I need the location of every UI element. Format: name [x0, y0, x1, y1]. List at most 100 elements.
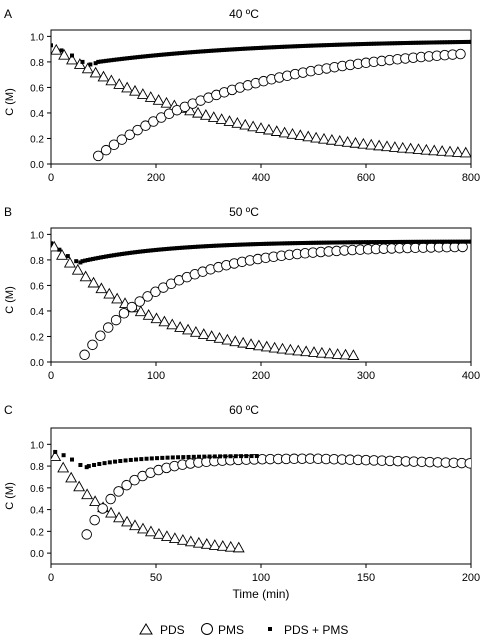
data-point — [348, 240, 353, 245]
data-point — [406, 40, 410, 45]
plot-area: 0 50 100 150 200 0.0 0.2 0.4 0.6 0.8 1.0 — [30, 427, 480, 584]
data-point — [223, 115, 236, 126]
y-tick-label: 0.2 — [30, 527, 44, 538]
data-point — [135, 55, 140, 60]
data-point — [221, 333, 234, 345]
data-point — [387, 239, 392, 244]
data-point — [223, 454, 228, 459]
data-point — [371, 240, 376, 245]
data-point — [172, 246, 177, 251]
data-point — [259, 45, 263, 50]
data-point — [427, 239, 431, 244]
series-pms — [92, 48, 466, 162]
data-point — [111, 292, 124, 304]
data-point — [144, 525, 157, 537]
data-point — [65, 254, 70, 259]
legend-item-pds: PDS — [139, 623, 185, 637]
data-point — [366, 240, 371, 245]
series-pds-pms — [51, 239, 471, 265]
data-point — [89, 514, 100, 526]
data-point — [445, 239, 450, 244]
data-point — [51, 450, 62, 461]
data-point — [387, 41, 392, 46]
data-point — [160, 455, 165, 460]
data-point — [135, 249, 140, 254]
y-tick-label: 0.4 — [30, 109, 44, 120]
data-point — [377, 240, 382, 245]
data-point — [392, 41, 397, 46]
data-point — [282, 241, 287, 246]
data-point — [290, 44, 295, 49]
data-point — [450, 239, 455, 244]
data-point — [455, 239, 460, 244]
data-point — [364, 41, 368, 46]
data-point — [192, 536, 205, 548]
data-point — [119, 56, 124, 61]
data-point — [319, 43, 324, 48]
data-point — [286, 127, 299, 139]
x-tick-label: 600 — [357, 172, 375, 184]
data-point — [125, 251, 130, 256]
data-point — [331, 348, 344, 359]
data-point — [222, 47, 227, 52]
data-point — [103, 287, 116, 299]
y-tick-label: 0.0 — [30, 358, 44, 369]
data-point — [188, 50, 193, 55]
data-point — [319, 240, 324, 245]
data-point — [440, 40, 445, 45]
data-point — [455, 48, 466, 60]
data-point — [266, 241, 271, 246]
data-point — [224, 540, 237, 552]
data-point — [169, 246, 174, 251]
data-point — [156, 247, 161, 252]
data-point — [274, 45, 279, 50]
data-point — [437, 40, 442, 45]
data-point — [206, 244, 211, 249]
data-point — [158, 315, 171, 327]
data-point — [244, 454, 249, 459]
data-point — [364, 240, 368, 245]
data-point — [51, 43, 53, 48]
data-point — [282, 44, 287, 49]
data-point — [189, 326, 202, 337]
data-point — [118, 459, 123, 464]
data-point — [66, 53, 78, 65]
data-point — [434, 239, 439, 244]
data-point — [306, 43, 311, 48]
data-point — [329, 42, 334, 47]
data-point — [322, 240, 326, 245]
data-point — [248, 46, 253, 51]
data-point — [129, 519, 141, 531]
data-point — [80, 259, 85, 264]
data-point — [93, 61, 98, 66]
data-point — [148, 53, 153, 58]
data-point — [140, 54, 145, 59]
data-point — [57, 247, 62, 252]
data-point — [295, 44, 300, 49]
data-point — [353, 240, 358, 245]
data-point — [237, 336, 250, 348]
data-point — [214, 48, 219, 53]
data-point — [152, 528, 165, 539]
data-point — [245, 338, 257, 349]
data-point — [419, 40, 424, 45]
data-point — [461, 239, 466, 244]
data-point — [206, 48, 211, 53]
data-point — [102, 461, 107, 466]
data-point — [248, 242, 253, 247]
data-point — [255, 122, 267, 133]
data-point — [303, 43, 308, 48]
data-point — [177, 51, 182, 56]
data-point — [308, 43, 313, 48]
plot-area: 0 100 200 300 400 0.0 0.2 0.4 0.6 0.8 1.0 — [30, 227, 480, 382]
data-point — [337, 240, 342, 245]
data-point — [437, 239, 442, 244]
data-point — [254, 454, 259, 459]
x-tick-label: 50 — [150, 572, 162, 584]
data-point — [216, 540, 229, 551]
data-point — [146, 54, 151, 59]
panel-label: A — [4, 7, 12, 21]
data-point — [379, 240, 384, 245]
data-point — [429, 40, 434, 45]
